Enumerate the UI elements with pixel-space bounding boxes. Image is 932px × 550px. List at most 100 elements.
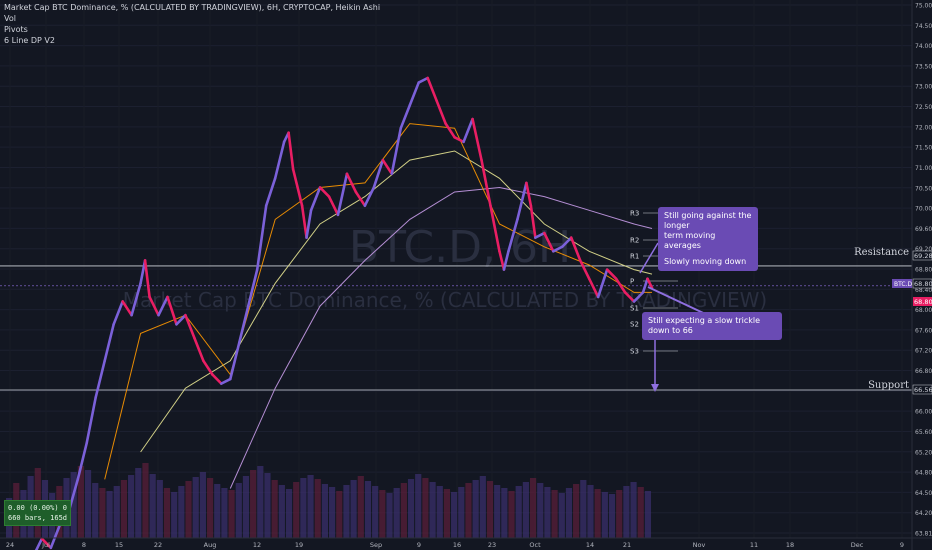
price-segment [305,208,313,239]
price-segment [85,395,98,445]
price-segment [569,236,582,262]
volume-bar [271,480,278,538]
y-tick-label: 65.20 [915,449,932,456]
price-segment [291,167,304,208]
y-tick-label: 63.81 [915,531,932,538]
price-segment [534,231,546,239]
x-tick-label: 9 [417,541,421,549]
volume-bar [522,482,529,538]
x-tick-label: Sep [370,541,382,549]
price-segment [354,190,367,208]
volume-bar [407,479,415,538]
volume-bar [285,489,293,538]
legend-indicator-vol[interactable]: Vol [4,14,16,23]
price-segment [426,76,438,103]
price-segment [587,277,600,299]
ma-mid-line [140,150,653,453]
status-box: 0.00 (0.00%) 0 660 bars, 165d [4,500,72,526]
time-axis: 24 Jul 8 15 22 Aug 12 19 Sep 9 16 23 Oct 14 21 Nov 11 18 D… [0,537,932,549]
volume-bar [472,480,479,538]
current-price-label: 68.80 [914,280,932,288]
legend-title[interactable]: Market Cap BTC Dominance, % (CALCULATED … [4,3,381,12]
x-tick-label: 9 [900,541,904,549]
volume-bar [644,491,651,538]
price-segment [471,117,483,162]
volume-bar [494,485,501,538]
price-segment [229,341,241,381]
price-segment [623,291,636,303]
price-segment [175,313,187,326]
note-top[interactable]: Still going against the longer term movi… [658,207,758,271]
volume-bar [422,478,429,538]
x-tick-label: 15 [115,541,123,549]
volume-bar [372,486,379,538]
volume-bar [206,478,214,538]
note-top-line3: Slowly moving down [664,257,747,266]
pivot-label-s3: S3 [630,348,639,356]
price-segment [516,181,528,221]
volume-bar [214,484,221,538]
volume-bar [501,488,508,538]
price-segment [543,231,555,253]
note-bottom[interactable]: Still expecting a slow trickle down to 6… [642,312,782,340]
volume-bar [544,487,551,538]
volume-bar [465,483,472,538]
horizontal-levels [0,265,912,391]
price-segment [157,295,169,317]
pivot-label-p: P [630,278,634,286]
resistance-price-label: 69.28 [914,252,932,260]
price-segment [552,245,564,253]
y-tick-label: 69.60 [915,226,932,233]
x-tick-label: Jul [41,541,50,549]
x-tick-label: Oct [529,541,541,549]
volume-bar [257,466,264,538]
volume-bar [307,475,314,538]
legend-indicator-6line[interactable]: 6 Line DP V2 [4,36,55,45]
volume-bar [135,468,142,538]
price-segment [40,537,53,550]
price-segment [121,300,133,317]
price-segment [489,204,501,253]
y-tick-label: 73.50 [915,63,932,70]
y-tick-label: 70.50 [915,185,932,192]
y-tick-label: 66.80 [915,368,932,375]
volume-bar [443,489,451,538]
price-segment [318,186,331,198]
x-tick-label: 24 [6,541,14,549]
x-tick-label: 14 [586,541,594,549]
price-segment [641,277,649,294]
volume-bar [336,491,343,538]
note-top-line1: Still going against the longer [664,211,752,230]
chart-legend: Market Cap BTC Dominance, % (CALCULATED … [4,2,380,46]
legend-indicator-pivots[interactable]: Pivots [4,25,28,34]
x-tick-label: 21 [623,541,631,549]
volume-bar [343,485,350,538]
volume-bar [508,491,515,538]
volume-bar [379,490,386,538]
volume-bar [393,488,400,538]
volume-bar [264,473,271,538]
volume-bar [185,481,192,538]
price-segment [220,377,232,385]
volume-bar [84,470,92,538]
resistance-label: Resistance [854,247,909,258]
price-segment [614,277,627,294]
volume-bar [278,485,285,538]
volume-bar [70,472,77,538]
price-segment [130,281,142,317]
volume-bar [616,490,623,538]
price-segment [49,523,62,550]
y-tick-label: 66.00 [915,409,932,416]
volume-bar [594,489,601,538]
price-segment [327,195,340,217]
price-segment [390,126,403,176]
price-segment [363,186,376,208]
price-segment [444,122,456,139]
x-tick-label: Aug [204,541,217,549]
price-series [34,76,654,550]
price-segment [300,204,308,239]
volume-bar [637,487,644,538]
price-segment [381,158,394,176]
status-change: 0.00 (0.00%) 0 [8,504,68,512]
